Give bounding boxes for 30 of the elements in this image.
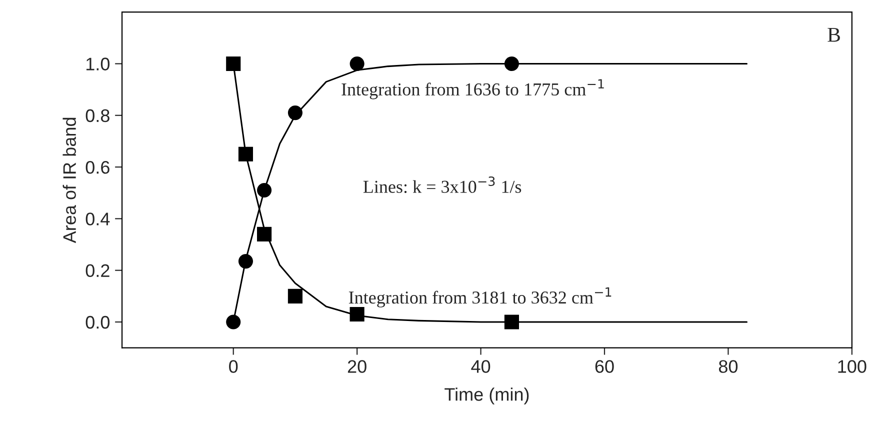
- y-tick-label: 0.8: [86, 109, 110, 122]
- point: [350, 306, 364, 322]
- annotation: Integration from 1636 to 1775 cm$^{−1}$: [342, 79, 604, 100]
- x-tick-label: 60: [595, 360, 614, 373]
- point: [257, 182, 272, 198]
- y-tick-label: 1.0: [86, 58, 110, 70]
- y-tick-label: 0.6: [86, 160, 110, 174]
- x-tick-label: 100: [838, 360, 866, 373]
- point: [226, 314, 241, 330]
- annotation: Integration from 3181 to 3632 cm$^{−1}$: [348, 287, 612, 308]
- annotation: B: [828, 28, 840, 42]
- point: [504, 56, 519, 72]
- x-tick-label: 40: [471, 360, 490, 373]
- y-tick-label: 0.0: [86, 316, 110, 329]
- x-tick-label: 0: [229, 360, 238, 373]
- y-axis-title: Area of IR band: [62, 118, 76, 244]
- point: [288, 288, 302, 304]
- point: [257, 226, 272, 242]
- x-tick-label: 80: [718, 360, 738, 373]
- x-axis-title: Time (min): [444, 388, 529, 404]
- y-tick-label: 0.2: [86, 264, 110, 278]
- point: [350, 56, 364, 72]
- point: [238, 254, 254, 269]
- point: [226, 56, 241, 72]
- point: [288, 106, 302, 120]
- annotation: Lines: k = 3x10$^{−3}$ 1/s: [363, 176, 522, 194]
- point: [504, 314, 519, 330]
- y-tick-label: 0.4: [86, 212, 110, 226]
- x-tick-label: 20: [348, 360, 366, 373]
- point: [238, 146, 254, 162]
